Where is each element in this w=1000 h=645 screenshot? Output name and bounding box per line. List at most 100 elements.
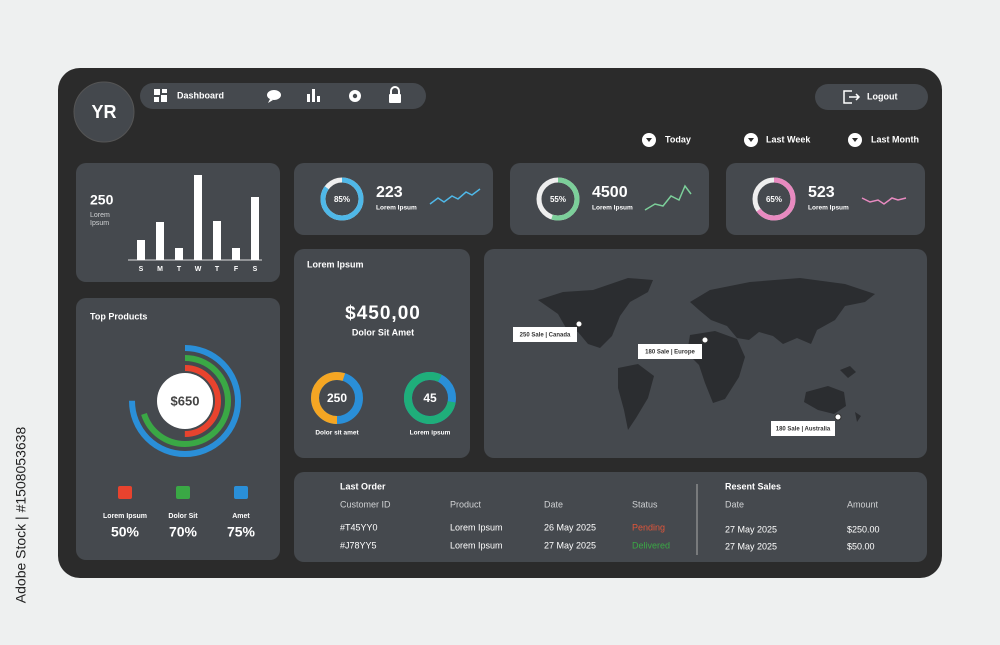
bar: [232, 248, 240, 260]
top-products-title: Top Products: [90, 311, 147, 321]
filter-label[interactable]: Today: [665, 134, 691, 144]
dashboard-icon[interactable]: [154, 89, 167, 102]
table-cell: 27 May 2025: [725, 524, 777, 534]
revenue-amount: $450,00: [345, 303, 421, 324]
filter-caret: [748, 138, 754, 142]
legend-value: 70%: [169, 524, 198, 540]
legend-name: Lorem Ipsum: [103, 513, 147, 520]
tables: Customer ID Product Date Status #T45YY0 Lorem…: [340, 499, 880, 551]
bar-label: W: [195, 266, 202, 273]
recent-sales-title: Resent Sales: [725, 481, 781, 491]
bar: [213, 221, 221, 260]
watermark: Adobe Stock | #1508053638: [13, 427, 29, 604]
bar: [251, 197, 259, 260]
table-cell: #T45YY0: [340, 522, 378, 532]
logout-label[interactable]: Logout: [867, 91, 898, 101]
stat-label: Lorem Ipsum: [808, 205, 849, 212]
sparkline: [644, 184, 692, 211]
table-cell: $250.00: [847, 524, 880, 534]
sparkline: [429, 188, 481, 205]
donut-arc: [311, 372, 363, 424]
table-header: Product: [450, 499, 482, 509]
settings-icon[interactable]: [349, 90, 361, 102]
stat-value: 223: [376, 184, 403, 201]
stat-percent: 55%: [550, 195, 566, 204]
map-label: 180 Sale | Europe: [645, 350, 695, 356]
stat-value: 523: [808, 184, 835, 201]
map-pin: [834, 413, 842, 421]
map-labels: 250 Sale | Canada 180 Sale | Europe 180 …: [513, 320, 842, 436]
world-map: [538, 278, 875, 430]
filter-label[interactable]: Last Week: [766, 134, 811, 144]
avatar[interactable]: [73, 81, 135, 143]
stat-label: Lorem Ipsum: [592, 205, 633, 212]
filters: Today Last Week Last Month: [642, 133, 919, 147]
sparkline: [861, 197, 907, 205]
map-pin: [575, 320, 583, 328]
summary-card: [76, 163, 280, 282]
table-cell: 27 May 2025: [725, 541, 777, 551]
map-pin: [701, 336, 709, 344]
stats-icon[interactable]: [307, 89, 320, 102]
bar-label: S: [139, 266, 144, 273]
filter-label[interactable]: Last Month: [871, 134, 919, 144]
ring-arc: [149, 365, 221, 437]
stat-label: Lorem Ipsum: [376, 205, 417, 212]
bar-label: T: [177, 266, 182, 273]
orders-card: [294, 472, 927, 562]
table-cell: Pending: [632, 522, 665, 532]
summary-value: 250: [90, 192, 114, 208]
bar-label: M: [157, 266, 163, 273]
table-header: Date: [544, 499, 563, 509]
table-header: Amount: [847, 499, 879, 509]
top-products-card: [76, 298, 280, 560]
bar-label: T: [215, 266, 220, 273]
revenue-card: [294, 249, 470, 458]
map-label-box: [638, 344, 702, 359]
summary-label: Lorem: [90, 212, 110, 219]
stat-percent: 65%: [766, 195, 782, 204]
chat-icon[interactable]: [267, 90, 281, 103]
table-cell: #J78YY5: [340, 540, 377, 550]
table-cell: $50.00: [847, 541, 875, 551]
nav-bar: [140, 83, 426, 109]
last-order-title: Last Order: [340, 481, 386, 491]
bar: [175, 248, 183, 260]
bar: [194, 175, 202, 260]
legend-name: Dolor Sit: [168, 513, 198, 520]
table-header: Date: [725, 499, 744, 509]
legend-swatch: [176, 486, 190, 499]
map-label: 180 Sale | Australia: [776, 427, 831, 433]
stat-percent: 85%: [334, 195, 350, 204]
table-cell: Delivered: [632, 540, 670, 550]
map-label-box: [513, 327, 577, 342]
avatar-initials: YR: [91, 102, 116, 122]
nav-dashboard[interactable]: Dashboard: [177, 90, 224, 100]
revenue-donuts: [311, 372, 456, 424]
stat-value: 4500: [592, 184, 628, 201]
filter-caret: [852, 138, 858, 142]
filter-caret: [646, 138, 652, 142]
donut-label: Lorem ipsum: [410, 430, 451, 437]
bar-label: F: [234, 266, 239, 273]
ring-center: [157, 373, 213, 429]
logout-icon: [843, 90, 861, 104]
stat-cards: 85% 223 Lorem Ipsum 55% 4500 Lorem Ipsum 65% 52…: [294, 163, 925, 235]
legend-name: Amet: [232, 513, 250, 520]
table-cell: 27 May 2025: [544, 540, 596, 550]
table-cell: Lorem Ipsum: [450, 522, 503, 532]
lock-icon[interactable]: [389, 86, 401, 103]
products-legend: Lorem Ipsum 50% Dolor Sit 70% Amet 75%: [103, 486, 256, 540]
ring-arc: [129, 345, 241, 457]
table-header: Customer ID: [340, 499, 391, 509]
bar: [137, 240, 145, 260]
legend-swatch: [234, 486, 248, 499]
legend-value: 50%: [111, 524, 140, 540]
revenue-subtitle: Dolor Sit Amet: [352, 327, 414, 337]
table-header: Status: [632, 499, 658, 509]
summary-label: Ipsum: [90, 220, 109, 227]
bar: [156, 222, 164, 260]
ring-center-value: $650: [171, 393, 200, 408]
